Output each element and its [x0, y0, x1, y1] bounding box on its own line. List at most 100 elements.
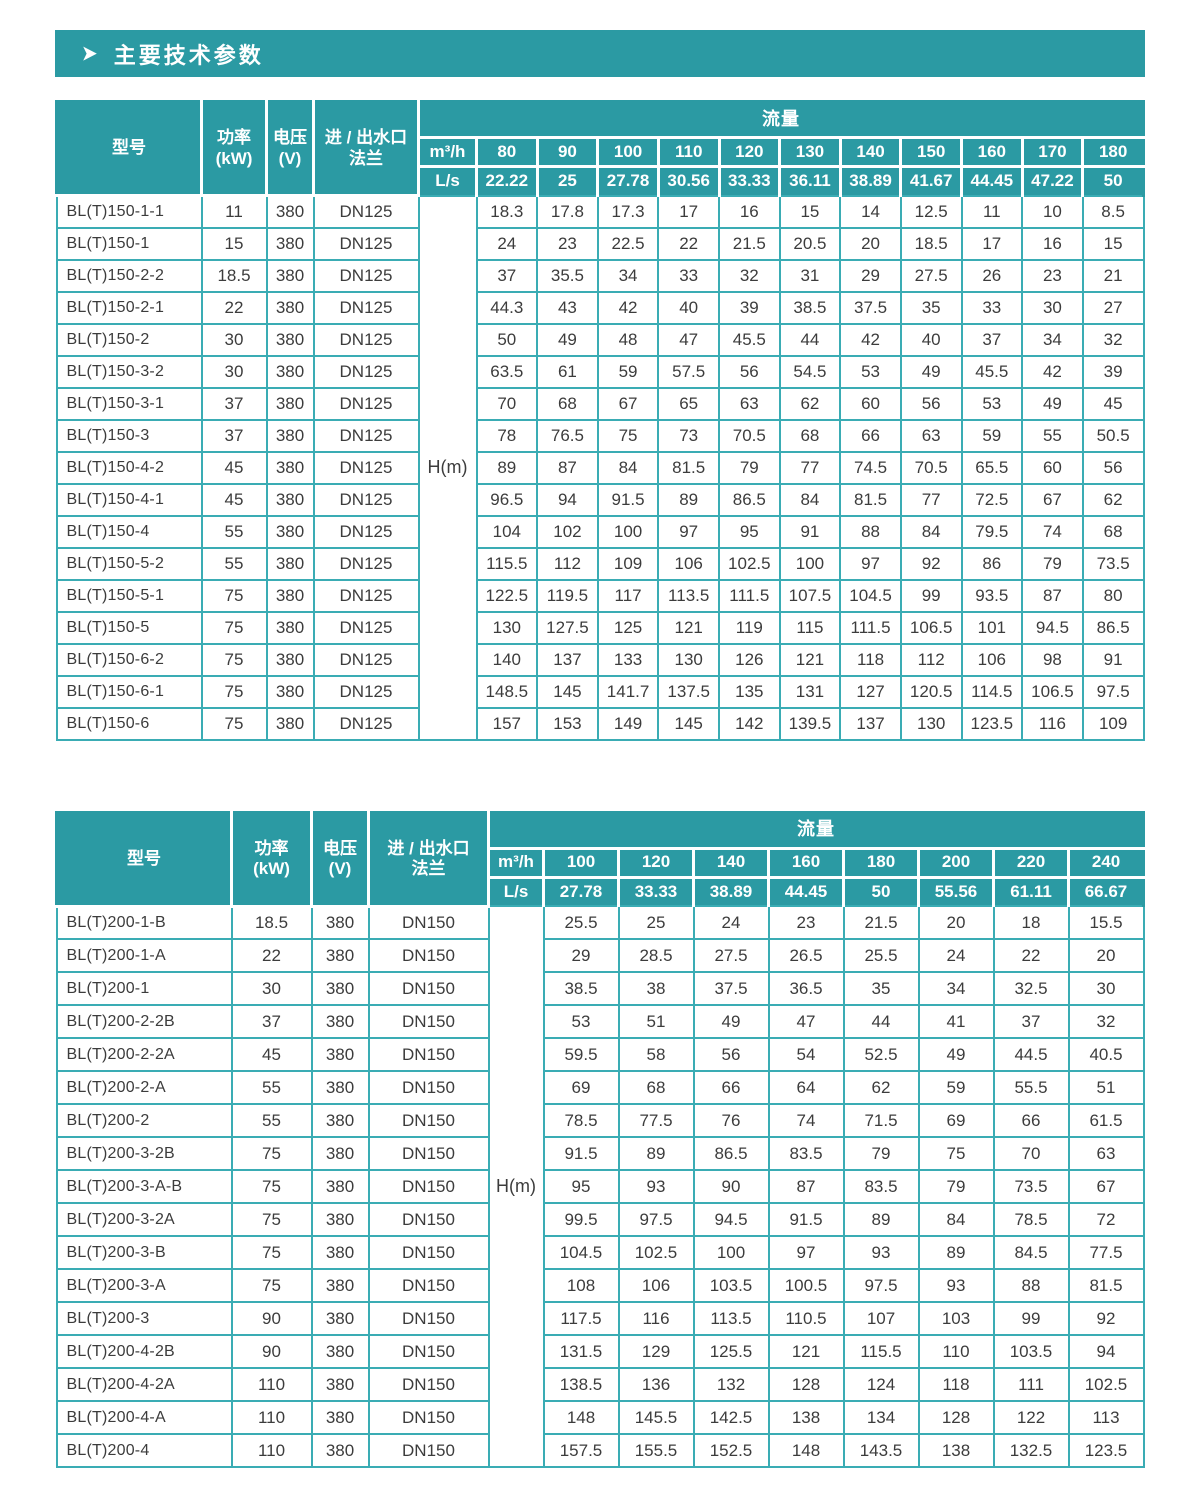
model-cell: BL(T)200-4-2B — [55, 1334, 233, 1369]
flange-header-line1: 进 / 出水口 — [387, 838, 470, 858]
head-value-cell: 67 — [1021, 482, 1084, 517]
table-row: BL(T)150-4-1 45 380 DN125 96.5 94 91.5 89 86.5 84… — [55, 482, 1145, 517]
flow-ls-value: 27.78 — [596, 165, 660, 197]
flow-m3h-value: 100 — [542, 846, 620, 879]
voltage-cell: 380 — [310, 1400, 370, 1435]
head-value-cell: 29 — [839, 258, 902, 293]
head-value-cell: 78.5 — [542, 1103, 620, 1138]
head-value-cell: 62 — [1081, 482, 1145, 517]
head-value-cell: 136 — [617, 1367, 695, 1402]
flange-cell: DN125 — [312, 418, 420, 453]
table-row: BL(T)150-3 37 380 DN125 78 76.5 75 73 70.5 68 66 63… — [55, 418, 1145, 453]
head-value-cell: 33 — [960, 290, 1024, 325]
head-value-cell: 102.5 — [617, 1235, 695, 1270]
head-value-cell: 87 — [767, 1169, 845, 1204]
head-value-cell: 127.5 — [536, 610, 599, 645]
model-cell: BL(T)200-3-2B — [55, 1136, 233, 1171]
head-value-cell: 94.5 — [692, 1202, 770, 1237]
flow-m3h-value: 220 — [992, 846, 1070, 879]
head-value-cell: 17.8 — [536, 194, 599, 229]
head-value-cell: 132.5 — [992, 1433, 1070, 1468]
voltage-cell: 380 — [310, 1169, 370, 1204]
unit-m3h-label: m³/h — [487, 846, 545, 879]
head-value-cell: 56 — [718, 354, 781, 389]
model-cell: BL(T)150-4 — [55, 514, 203, 549]
head-value-cell: 66 — [992, 1103, 1070, 1138]
model-cell: BL(T)200-2-2B — [55, 1004, 233, 1039]
head-value-cell: 71.5 — [842, 1103, 920, 1138]
voltage-header-line1: 电压 — [323, 838, 357, 858]
head-value-cell: 26.5 — [767, 938, 845, 973]
voltage-header-line2: (V) — [278, 148, 302, 168]
flange-cell: DN125 — [312, 642, 420, 677]
head-value-cell: 119.5 — [536, 578, 599, 613]
head-value-cell: 128 — [917, 1400, 995, 1435]
head-value-cell: 109 — [596, 546, 660, 581]
head-value-cell: 32 — [718, 258, 781, 293]
head-value-cell: 135 — [718, 674, 781, 709]
model-cell: BL(T)200-3-2A — [55, 1202, 233, 1237]
power-cell: 110 — [230, 1433, 313, 1468]
flange-cell: DN150 — [367, 905, 490, 940]
head-value-cell: 97 — [767, 1235, 845, 1270]
head-value-cell: 31 — [778, 258, 842, 293]
model-cell: BL(T)200-4 — [55, 1433, 233, 1468]
table-row: BL(T)200-1-A 22 380 DN150 29 28.5 27.5 26.5 25.5… — [55, 938, 1145, 973]
head-value-cell: 20 — [839, 226, 902, 261]
head-value-cell: 91 — [1081, 642, 1145, 677]
header-row-main: 型号 功率 (kW) 电压 (V) 进 / 出水口 法兰 流量 — [55, 810, 1145, 908]
table-row: BL(T)150-3-2 30 380 DN125 63.5 61 59 57.5 56 54.5… — [55, 354, 1145, 389]
table-row: BL(T)200-4-2A 110 380 DN150 138.5 136 132 128 12… — [55, 1367, 1145, 1402]
power-header-line1: 功率 — [217, 128, 251, 148]
head-value-cell: 29 — [542, 938, 620, 973]
head-value-cell: 24 — [917, 938, 995, 973]
head-value-cell: 89 — [617, 1136, 695, 1171]
flow-ls-value: 55.56 — [917, 875, 995, 907]
flow-ls-value: 61.11 — [992, 875, 1070, 907]
head-value-cell: 22 — [992, 938, 1070, 973]
head-value-cell: 128 — [767, 1367, 845, 1402]
table-row: BL(T)200-4-A 110 380 DN150 148 145.5 142.5 138 1… — [55, 1400, 1145, 1435]
flange-cell: DN125 — [312, 674, 420, 709]
head-value-cell: 24 — [692, 905, 770, 940]
power-cell: 22 — [200, 290, 268, 325]
flange-cell: DN125 — [312, 354, 420, 389]
head-value-cell: 67 — [596, 386, 660, 421]
voltage-cell: 380 — [265, 418, 315, 453]
table-row: BL(T)150-1 15 380 DN125 24 23 22.5 22 21.5 20.5 20… — [55, 226, 1145, 261]
model-cell: BL(T)150-5-2 — [55, 546, 203, 581]
head-value-cell: 42 — [1021, 354, 1084, 389]
head-value-cell: 17 — [657, 194, 720, 229]
power-cell: 75 — [230, 1235, 313, 1270]
head-value-cell: 89 — [475, 450, 539, 485]
head-value-cell: 69 — [917, 1103, 995, 1138]
table-row: BL(T)200-3-A 75 380 DN150 108 106 103.5 100.5 97… — [55, 1268, 1145, 1303]
head-value-cell: 86.5 — [1081, 610, 1145, 645]
head-value-cell: 11 — [960, 194, 1024, 229]
table-header: 型号 功率 (kW) 电压 (V) 进 / 出水口 法兰 流量 m³/h 100 120 140 160… — [55, 810, 1145, 908]
head-value-cell: 45.5 — [718, 322, 781, 357]
head-value-cell: 22.5 — [596, 226, 660, 261]
head-value-cell: 115.5 — [475, 546, 539, 581]
power-cell: 75 — [200, 642, 268, 677]
head-value-cell: 122 — [992, 1400, 1070, 1435]
head-value-cell: 50.5 — [1081, 418, 1145, 453]
head-value-cell: 90 — [692, 1169, 770, 1204]
model-cell: BL(T)150-6-2 — [55, 642, 203, 677]
head-value-cell: 49 — [917, 1037, 995, 1072]
head-value-cell: 16 — [1021, 226, 1084, 261]
head-value-cell: 79 — [718, 450, 781, 485]
power-cell: 30 — [200, 322, 268, 357]
head-value-cell: 68 — [617, 1070, 695, 1105]
voltage-cell: 380 — [265, 674, 315, 709]
head-value-cell: 88 — [839, 514, 902, 549]
head-value-cell: 137.5 — [657, 674, 720, 709]
head-value-cell: 132 — [692, 1367, 770, 1402]
head-value-cell: 87 — [536, 450, 599, 485]
voltage-cell: 380 — [265, 482, 315, 517]
power-cell: 110 — [230, 1367, 313, 1402]
head-value-cell: 113.5 — [657, 578, 720, 613]
head-value-cell: 30 — [1021, 290, 1084, 325]
head-value-cell: 131 — [778, 674, 842, 709]
head-value-cell: 17.3 — [596, 194, 660, 229]
